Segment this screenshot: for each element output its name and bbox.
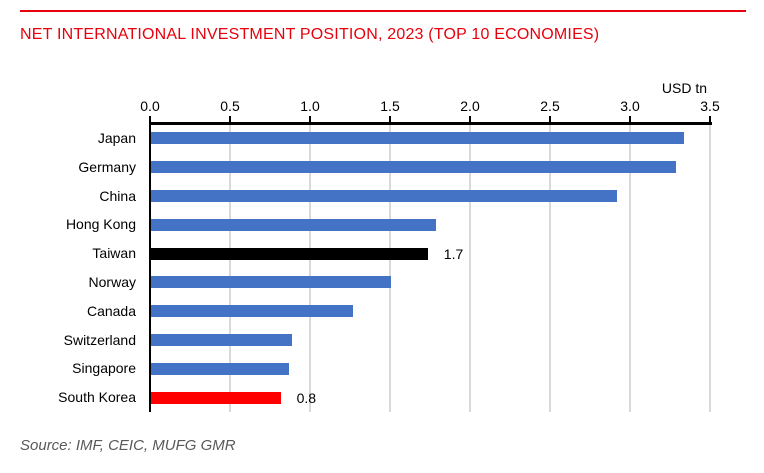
x-tick-mark: [629, 116, 631, 122]
x-tick-mark: [389, 116, 391, 122]
x-tick-label: 2.5: [540, 98, 560, 114]
category-label-south-korea: South Korea: [58, 389, 136, 406]
x-axis-line: [149, 122, 712, 125]
bar-value-label-taiwan: 1.7: [443, 245, 464, 262]
x-tick-label: 3.0: [620, 98, 640, 114]
gridline: [469, 125, 471, 412]
bar-norway: [151, 276, 391, 289]
x-tick-label: 0.0: [140, 98, 160, 114]
gridline: [389, 125, 391, 412]
category-label-japan: Japan: [97, 130, 136, 146]
bar-hong-kong: [151, 218, 436, 231]
x-tick-mark: [709, 116, 711, 122]
bar-switzerland: [151, 334, 292, 346]
bar-china: [151, 190, 617, 202]
bar-value-label-south-korea: 0.8: [296, 389, 317, 406]
gridline: [549, 125, 551, 412]
gridline: [309, 125, 311, 412]
bar-germany: [151, 161, 676, 174]
y-axis-line: [149, 122, 151, 412]
x-tick-label: 0.5: [220, 98, 240, 114]
bar-taiwan: [151, 247, 428, 260]
category-label-germany: Germany: [78, 158, 136, 175]
bar-singapore: [151, 362, 289, 375]
x-tick-label: 1.0: [300, 98, 320, 114]
axis-unit-label: USD tn: [661, 80, 707, 96]
x-tick-mark: [149, 116, 151, 122]
x-tick-mark: [549, 116, 551, 122]
bar-south-korea: [151, 391, 281, 404]
category-label-singapore: Singapore: [72, 360, 136, 377]
x-tick-label: 3.5: [700, 98, 720, 114]
bar-canada: [151, 305, 353, 318]
gridline: [629, 125, 631, 412]
x-tick-mark: [469, 116, 471, 122]
category-label-canada: Canada: [86, 302, 136, 319]
category-label-hong-kong: Hong Kong: [65, 216, 136, 233]
gridline: [229, 125, 231, 412]
category-label-norway: Norway: [88, 274, 136, 290]
x-tick-mark: [309, 116, 311, 122]
title-rule: [20, 10, 746, 12]
gridline: [709, 125, 711, 412]
source-note: Source: IMF, CEIC, MUFG GMR: [20, 437, 236, 454]
x-tick-label: 2.0: [460, 98, 480, 114]
category-label-china: China: [99, 187, 136, 204]
category-label-switzerland: Switzerland: [63, 331, 136, 348]
x-tick-mark: [229, 116, 231, 122]
category-label-taiwan: Taiwan: [92, 245, 136, 262]
chart-title: NET INTERNATIONAL INVESTMENT POSITION, 2…: [20, 26, 600, 43]
x-tick-label: 1.5: [380, 98, 400, 114]
bar-japan: [151, 132, 684, 145]
